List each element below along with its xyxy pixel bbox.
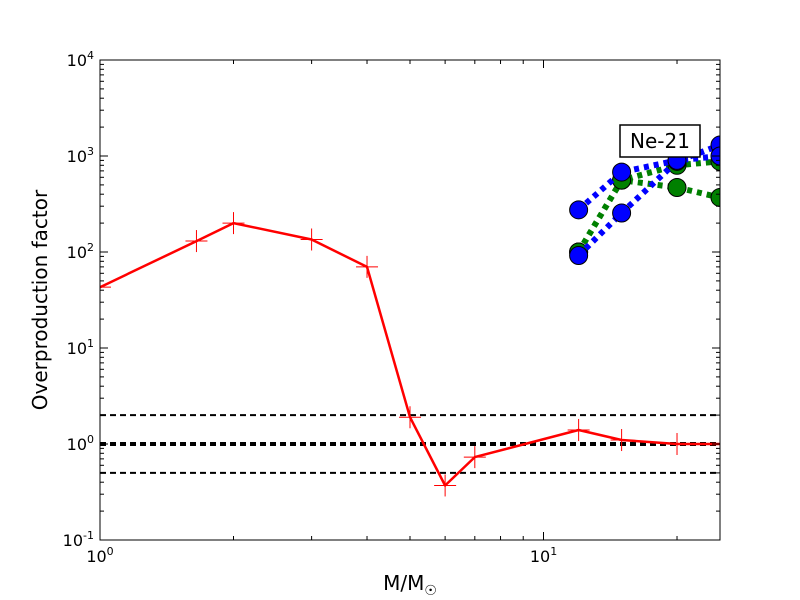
y-tick-label-0: 10-1 [63,529,94,550]
series-0-point-9 [610,429,633,452]
series-0-point-8 [567,418,590,441]
annotation-layer: Ne-21 [619,124,701,158]
series-4-point-1 [612,162,632,182]
series-0-point-10 [666,433,689,455]
series-1-point-3 [710,187,720,207]
series-3-line [576,142,720,258]
annotation-label: Ne-21 [630,129,690,153]
y-tick-label-5: 104 [67,49,94,70]
series-0-point-7 [463,446,486,469]
series-0-point-1 [185,230,208,253]
series-1-point-2 [667,177,687,197]
x-tick-label-0: 100 [86,545,113,566]
series-0-point-3 [300,228,323,251]
x-axis-label: M/M☉ [383,571,437,599]
series-4-point-0 [569,200,589,220]
series-0-point-5 [399,406,421,429]
series-0-point-0 [100,276,111,299]
y-tick-label-1: 100 [67,433,94,454]
series-2-line [576,158,720,254]
y-axis-label: Overproduction factor [28,189,52,410]
series-3-point-0 [569,245,589,265]
x-axis-label-main: M/M [383,571,424,595]
plot-background [100,60,720,540]
y-tick-label-4: 103 [67,145,94,166]
x-tick-label-1: 101 [530,545,557,566]
series-0-point-6 [434,474,457,497]
y-tick-label-2: 101 [67,337,94,358]
data-layer [100,135,720,497]
series-3-point-1 [612,203,632,223]
series-0-line [100,221,720,487]
series-0-point-2 [222,212,245,235]
annotation: Ne-21 [619,124,701,158]
y-tick-label-3: 102 [67,241,94,262]
series-0-point-4 [356,255,379,278]
annotation-box [619,124,701,158]
x-axis-label-sub: ☉ [424,583,437,599]
